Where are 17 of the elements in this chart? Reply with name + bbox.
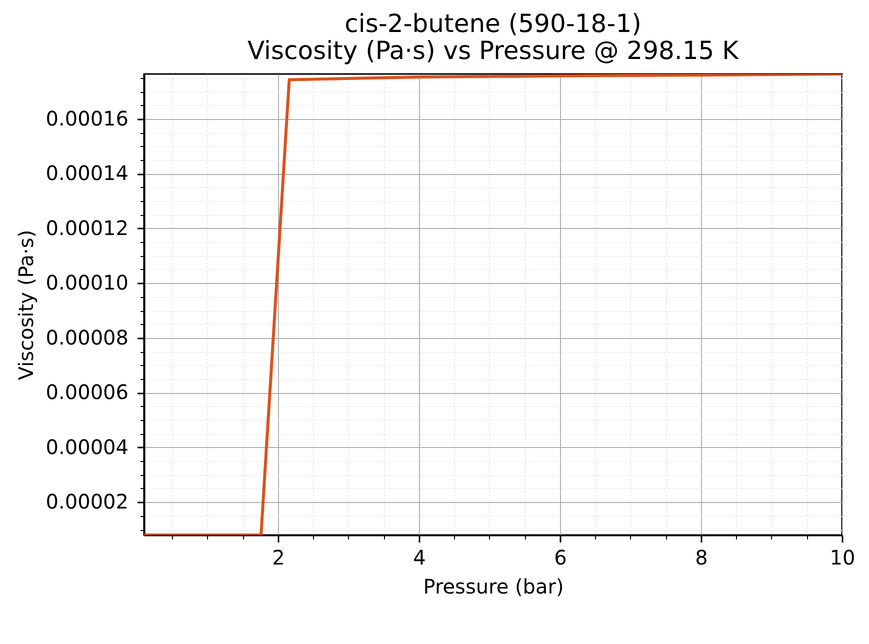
y-tick-label: 0.00012 xyxy=(46,216,128,240)
x-axis-title: Pressure (bar) xyxy=(423,574,564,598)
y-tick-label: 0.00008 xyxy=(46,325,128,350)
x-tick-label: 8 xyxy=(695,546,708,570)
chart-title: cis-2-butene (590-18-1) xyxy=(344,8,642,38)
y-tick-label: 0.00002 xyxy=(46,490,128,514)
x-tick-label: 10 xyxy=(830,546,856,570)
x-tick-label: 2 xyxy=(272,546,285,570)
y-tick-label: 0.00016 xyxy=(46,106,128,130)
y-tick-label: 0.00014 xyxy=(46,161,128,186)
y-axis-title: Viscosity (Pa·s) xyxy=(14,230,38,380)
y-tick-label: 0.00010 xyxy=(46,270,128,295)
x-tick-label: 4 xyxy=(413,546,426,570)
y-tick-label: 0.00004 xyxy=(46,434,128,459)
chart-subtitle: Viscosity (Pa·s) vs Pressure @ 298.15 K xyxy=(247,36,740,65)
y-tick-label: 0.00006 xyxy=(46,380,128,404)
x-tick-label: 6 xyxy=(554,546,567,570)
